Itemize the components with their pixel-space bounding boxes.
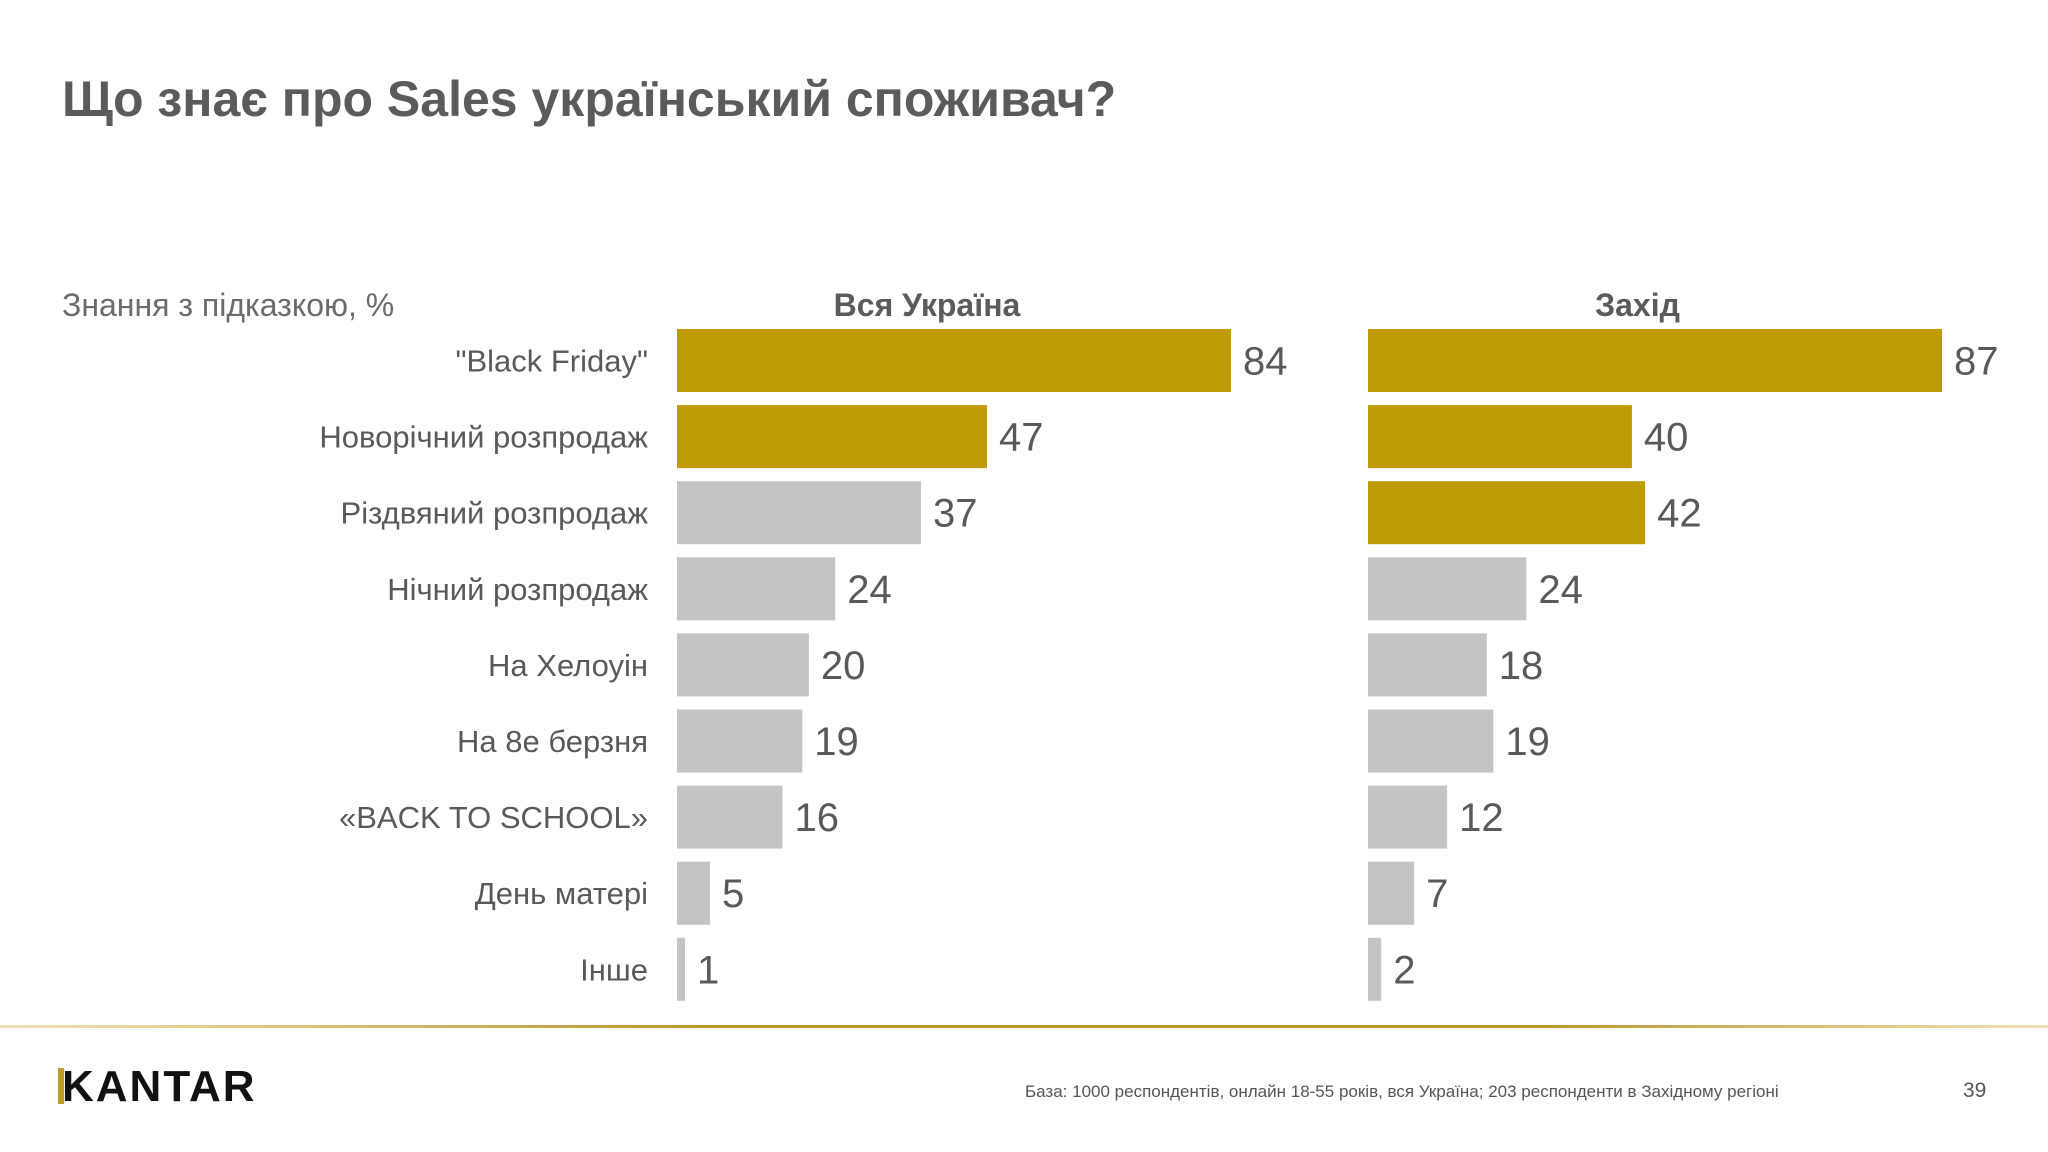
- bar-west: [1368, 481, 1646, 545]
- footnote: База: 1000 респондентів, онлайн 18-55 ро…: [1025, 1082, 1779, 1101]
- value-label-ukraine: 84: [1243, 340, 1288, 384]
- value-label-west: 24: [1538, 568, 1583, 612]
- value-label-west: 12: [1459, 796, 1504, 840]
- footer-divider: [0, 1025, 2048, 1028]
- value-label-west: 87: [1954, 340, 1999, 384]
- category-label: "Black Friday": [455, 344, 648, 379]
- bar-ukraine: [677, 633, 809, 697]
- bar-ukraine: [677, 861, 710, 925]
- bar-ukraine: [677, 937, 685, 1001]
- value-label-ukraine: 16: [795, 796, 840, 840]
- value-label-ukraine: 37: [933, 492, 978, 536]
- bar-west: [1368, 405, 1632, 469]
- category-label: «BACK TO SCHOOL»: [339, 800, 648, 835]
- category-label: Інше: [580, 952, 648, 987]
- bar-west: [1368, 785, 1448, 849]
- bar-ukraine: [677, 481, 922, 545]
- value-label-ukraine: 47: [999, 416, 1044, 460]
- value-label-west: 40: [1644, 416, 1689, 460]
- category-label: День матері: [475, 876, 648, 911]
- bar-ukraine: [677, 329, 1231, 392]
- category-label: На Хелоуін: [488, 648, 648, 683]
- bar-ukraine: [677, 785, 783, 849]
- chart-title-ukraine: Вся Україна: [833, 287, 1021, 323]
- value-label-west: 19: [1505, 720, 1550, 764]
- value-label-west: 18: [1499, 644, 1544, 688]
- category-label: Нічний розпродаж: [387, 572, 648, 607]
- value-label-ukraine: 19: [814, 720, 859, 764]
- category-label: Новорічний розпродаж: [319, 420, 648, 455]
- value-label-west: 42: [1657, 492, 1702, 536]
- bar-ukraine: [677, 709, 803, 773]
- page-title: Що знає про Sales український споживач?: [62, 71, 1117, 127]
- bar-west: [1368, 329, 1942, 392]
- category-label: Різдвяний розпродаж: [341, 496, 649, 531]
- value-label-ukraine: 20: [821, 644, 866, 688]
- bar-ukraine: [677, 405, 987, 469]
- bar-charts: "Black Friday" Новорічний розпродаж Різдвя…: [319, 329, 1999, 1001]
- chart-subtitle: Знання з підказкою, %: [62, 287, 395, 323]
- bar-west: [1368, 709, 1494, 773]
- value-label-ukraine: 5: [722, 872, 744, 916]
- value-label-west: 7: [1426, 872, 1448, 916]
- logo-mark-icon: [58, 1068, 64, 1104]
- page-number: 39: [1963, 1079, 1987, 1102]
- chart-title-west: Захід: [1595, 287, 1680, 323]
- bar-west: [1368, 861, 1415, 925]
- value-label-west: 2: [1393, 948, 1415, 992]
- kantar-logo: KANTAR: [58, 1062, 257, 1112]
- bar-ukraine: [677, 557, 836, 621]
- bar-west: [1368, 633, 1487, 697]
- logo-text: KANTAR: [62, 1062, 257, 1111]
- value-label-ukraine: 1: [697, 948, 719, 992]
- category-label: На 8е берзня: [457, 724, 648, 759]
- bar-west: [1368, 937, 1382, 1001]
- value-label-ukraine: 24: [847, 568, 892, 612]
- bar-west: [1368, 557, 1527, 621]
